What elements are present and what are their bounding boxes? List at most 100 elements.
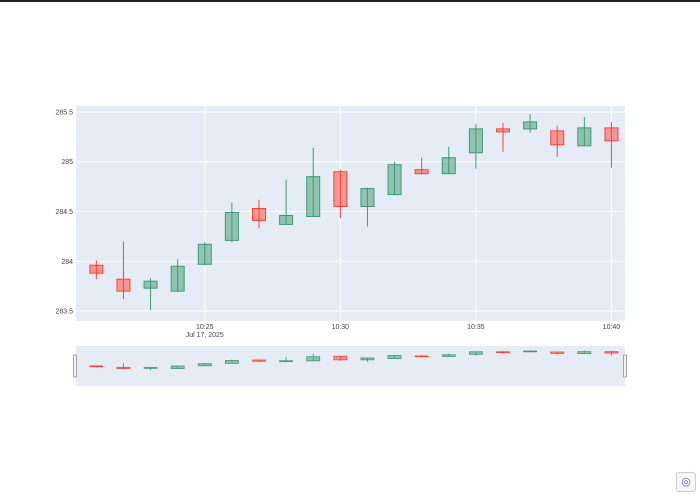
candle-decreasing: [496, 351, 510, 355]
candles: [89, 113, 619, 311]
candle-increasing: [306, 353, 321, 362]
candle-increasing: [387, 355, 402, 359]
candle-increasing: [523, 113, 538, 133]
y-tick-label: 283.5: [55, 309, 73, 316]
candle-body: [197, 363, 212, 367]
candle-body: [143, 367, 158, 369]
candle-decreasing: [116, 363, 131, 370]
candle-body: [333, 171, 348, 208]
x-tick-label: 10:40: [603, 324, 621, 331]
x-tick-date-label: Jul 17, 2025: [186, 332, 224, 339]
candle-increasing: [143, 278, 158, 311]
x-tick-label: 10:35: [467, 324, 485, 331]
candle-increasing: [577, 116, 592, 147]
range-slider-candles: [89, 350, 619, 371]
plot-area[interactable]: [76, 106, 625, 321]
candle-body: [89, 365, 104, 368]
candle-body: [252, 208, 266, 221]
candle-body: [360, 188, 375, 208]
candle-body: [197, 243, 212, 265]
candle-increasing: [441, 146, 456, 175]
candle-increasing: [224, 202, 239, 243]
candle-decreasing: [252, 359, 266, 363]
candle-body: [333, 355, 348, 361]
candle-increasing: [197, 363, 212, 367]
candle-body: [441, 354, 456, 357]
candle-body: [577, 351, 592, 354]
candle-decreasing: [414, 354, 429, 358]
candle-body: [170, 265, 185, 292]
candle-body: [224, 212, 239, 241]
candle-increasing: [170, 365, 185, 369]
candle-decreasing: [496, 122, 510, 152]
candle-body: [387, 164, 402, 196]
x-tick-label: 10:25: [196, 324, 214, 331]
candle-body: [89, 264, 104, 274]
candle-decreasing: [252, 199, 266, 229]
candle-decreasing: [604, 121, 619, 168]
candle-body: [116, 366, 131, 369]
candle-body: [604, 351, 619, 354]
candle-decreasing: [550, 351, 565, 355]
candle-body: [468, 128, 483, 154]
candle-increasing: [279, 179, 294, 225]
range-slider-right-handle[interactable]: [623, 354, 627, 378]
candle-body: [143, 280, 158, 289]
candle-increasing: [577, 350, 592, 354]
candle-body: [604, 127, 619, 142]
candle-increasing: [197, 242, 212, 266]
candle-body: [523, 350, 538, 353]
candle-body: [577, 127, 592, 147]
y-tick-label: 285.5: [55, 109, 73, 116]
candle-decreasing: [604, 351, 619, 356]
candle-decreasing: [89, 365, 104, 368]
range-slider-left-handle[interactable]: [73, 354, 77, 378]
candle-body: [306, 356, 321, 362]
candle-increasing: [441, 353, 456, 357]
candle-increasing: [143, 367, 158, 371]
candle-body: [441, 157, 456, 175]
window-top-border: [0, 0, 700, 2]
candle-body: [387, 355, 402, 359]
candle-decreasing: [333, 355, 348, 362]
candle-decreasing: [116, 241, 131, 300]
y-tick-label: 284.5: [55, 209, 73, 216]
candle-body: [496, 128, 510, 133]
candle-body: [306, 176, 321, 217]
candle-body: [279, 214, 294, 225]
candle-decreasing: [333, 169, 348, 219]
candle-body: [523, 121, 538, 130]
y-tick-label: 285: [61, 159, 73, 166]
candle-body: [496, 351, 510, 353]
candle-increasing: [468, 351, 483, 356]
plotly-logo-icon[interactable]: ◎: [676, 472, 696, 492]
candle-decreasing: [89, 260, 104, 280]
candle-body: [414, 355, 429, 358]
x-tick-label: 10:30: [332, 324, 350, 331]
candle-body: [279, 360, 294, 363]
candle-body: [550, 351, 565, 354]
candle-increasing: [279, 357, 294, 363]
candle-increasing: [360, 357, 375, 362]
candle-body: [170, 365, 185, 369]
candle-body: [550, 130, 565, 146]
candle-decreasing: [414, 157, 429, 175]
candle-increasing: [523, 350, 538, 353]
candle-body: [252, 359, 266, 362]
candle-body: [360, 357, 375, 361]
candle-decreasing: [550, 125, 565, 157]
candle-body: [414, 169, 429, 175]
candle-increasing: [387, 161, 402, 196]
candle-increasing: [170, 259, 185, 293]
candle-increasing: [224, 359, 239, 364]
gridlines: [76, 106, 625, 321]
candle-body: [116, 278, 131, 292]
candle-increasing: [306, 147, 321, 217]
candle-increasing: [360, 187, 375, 227]
candle-increasing: [468, 123, 483, 169]
candle-body: [224, 360, 239, 364]
candle-body: [468, 351, 483, 355]
range-slider[interactable]: [76, 346, 625, 386]
